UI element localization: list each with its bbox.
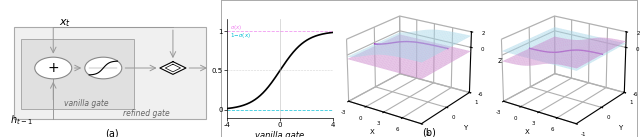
Y-axis label: Y: Y xyxy=(618,125,623,132)
Text: $\sigma(x)$: $\sigma(x)$ xyxy=(230,23,243,32)
Circle shape xyxy=(85,57,122,79)
FancyBboxPatch shape xyxy=(14,27,205,119)
Text: $1\!-\!\sigma(x)$: $1\!-\!\sigma(x)$ xyxy=(230,31,251,40)
FancyBboxPatch shape xyxy=(20,39,134,109)
Text: (b): (b) xyxy=(422,128,436,137)
Text: $h_{t-1}$: $h_{t-1}$ xyxy=(10,113,33,127)
X-axis label: X: X xyxy=(370,129,374,135)
Polygon shape xyxy=(160,62,186,74)
Text: (a): (a) xyxy=(105,129,119,137)
Circle shape xyxy=(35,57,72,79)
Text: +: + xyxy=(47,61,59,75)
X-axis label: X: X xyxy=(525,129,529,135)
X-axis label: vanilla gate: vanilla gate xyxy=(255,131,305,137)
Text: $x_t$: $x_t$ xyxy=(59,17,71,29)
Text: vanilla gate: vanilla gate xyxy=(64,99,109,108)
Text: refined gate: refined gate xyxy=(123,109,170,118)
Y-axis label: Y: Y xyxy=(463,125,468,132)
